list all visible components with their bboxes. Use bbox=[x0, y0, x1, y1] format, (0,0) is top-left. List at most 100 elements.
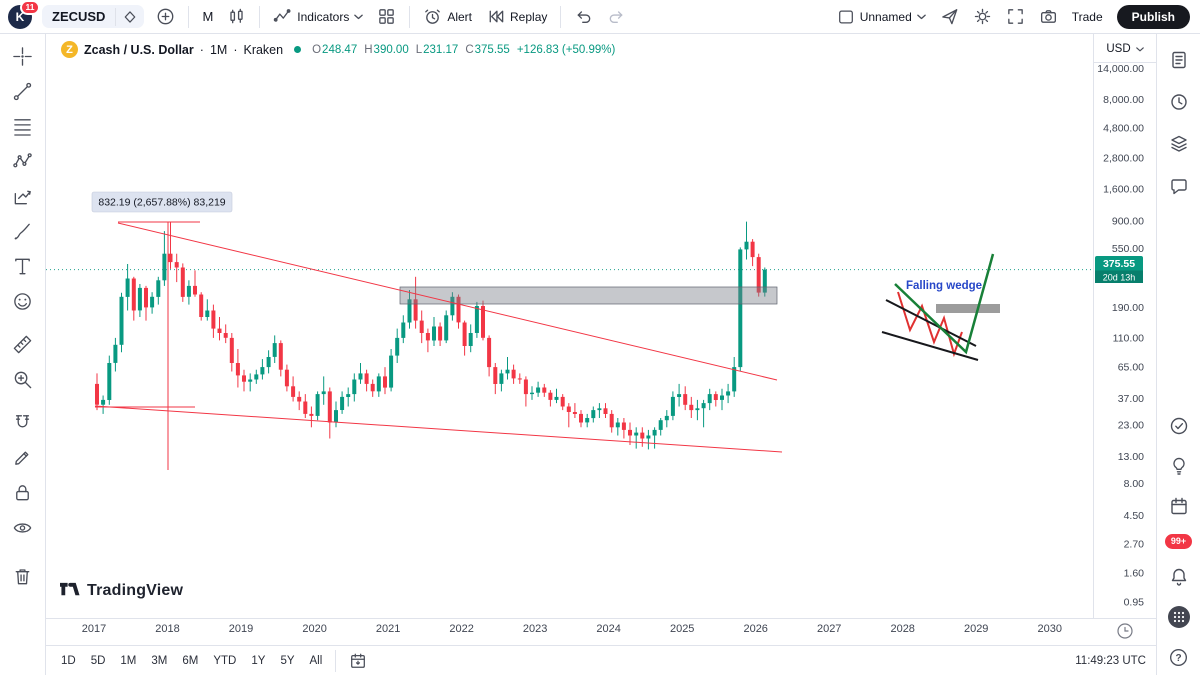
lock-drawings-tool[interactable] bbox=[7, 480, 39, 504]
price-range-drawing[interactable] bbox=[95, 221, 200, 470]
svg-text:110.00: 110.00 bbox=[1113, 332, 1144, 344]
magnet-icon bbox=[15, 414, 30, 427]
redo-button[interactable] bbox=[601, 4, 632, 29]
alert-button[interactable]: Alert bbox=[417, 4, 478, 29]
svg-text:37.00: 37.00 bbox=[1118, 393, 1144, 405]
chat-panel-button[interactable] bbox=[1163, 174, 1195, 198]
separator-dot: · bbox=[233, 42, 238, 57]
magnet-tool[interactable] bbox=[7, 410, 39, 434]
resistance-box-drawing[interactable] bbox=[399, 286, 778, 305]
alerts-panel-button[interactable] bbox=[1163, 90, 1195, 114]
symbol-exchange[interactable]: Kraken bbox=[243, 42, 284, 57]
watchlist-panel-button[interactable] bbox=[1163, 48, 1195, 72]
edit-drawings-tool[interactable] bbox=[7, 445, 39, 469]
range-1y-button[interactable]: 1Y bbox=[244, 653, 272, 669]
symbol-name[interactable]: ZECUSD bbox=[52, 9, 106, 24]
brush-tool[interactable] bbox=[7, 219, 39, 243]
date-range-buttons: 1D 5D 1M 3M 6M YTD 1Y 5Y All bbox=[54, 653, 329, 669]
notifications-count-badge[interactable]: 99+ bbox=[1164, 534, 1193, 549]
fullscreen-button[interactable] bbox=[1000, 4, 1031, 29]
upper-trendline-drawing[interactable] bbox=[117, 222, 778, 381]
svg-text:550.00: 550.00 bbox=[1112, 243, 1144, 255]
range-6m-button[interactable]: 6M bbox=[175, 653, 205, 669]
indicators-button[interactable]: Indicators bbox=[267, 4, 369, 29]
chart-type-button[interactable] bbox=[221, 4, 252, 29]
right-rail-top-group bbox=[1163, 48, 1195, 198]
fib-retracement-tool[interactable] bbox=[7, 114, 39, 138]
help-button[interactable]: ? bbox=[1163, 645, 1195, 669]
gear-icon bbox=[974, 8, 990, 25]
svg-text:2025: 2025 bbox=[670, 623, 694, 635]
text-icon bbox=[15, 258, 30, 274]
range-all-button[interactable]: All bbox=[303, 653, 330, 669]
trade-button[interactable]: Trade bbox=[1066, 7, 1109, 27]
emoji-tool[interactable] bbox=[7, 289, 39, 313]
svg-text:8.00: 8.00 bbox=[1124, 478, 1145, 490]
lower-trendline-drawing[interactable] bbox=[94, 405, 783, 453]
remove-drawings-tool[interactable] bbox=[7, 564, 39, 588]
text-tool[interactable] bbox=[7, 254, 39, 278]
symbol-interval[interactable]: 1M bbox=[209, 42, 228, 57]
screenshot-button[interactable] bbox=[1033, 4, 1064, 29]
symbol-search-button[interactable]: ZECUSD bbox=[42, 5, 145, 28]
layout-button[interactable]: Unnamed bbox=[831, 5, 932, 29]
svg-text:2020: 2020 bbox=[302, 623, 326, 635]
grid-templates-icon bbox=[379, 9, 395, 24]
range-1d-button[interactable]: 1D bbox=[54, 653, 83, 669]
svg-text:1.60: 1.60 bbox=[1124, 568, 1145, 580]
price-axis-labels[interactable]: 14,000.00 8,000.00 4,800.00 2,800.00 1,600.0… bbox=[1097, 63, 1144, 609]
settings-button[interactable] bbox=[967, 4, 998, 29]
quick-search-button[interactable] bbox=[934, 4, 965, 29]
screener-button[interactable] bbox=[1163, 414, 1195, 438]
object-tree-button[interactable] bbox=[1163, 132, 1195, 156]
indicator-templates-button[interactable] bbox=[371, 4, 402, 29]
price-chart[interactable]: 832.19 (2,657.88%) 83,219 Falling wedge … bbox=[46, 34, 1156, 645]
publish-button[interactable]: Publish bbox=[1116, 4, 1190, 29]
watchlist-icon bbox=[1171, 51, 1186, 69]
measure-tool[interactable] bbox=[7, 332, 39, 356]
range-measurement-label[interactable]: 832.19 (2,657.88%) 83,219 bbox=[91, 191, 233, 213]
time-axis-labels[interactable]: 2017 2018 2019 2020 2021 2022 2023 2024 2025 2026… bbox=[82, 623, 1062, 635]
user-avatar[interactable]: K 11 bbox=[8, 0, 40, 29]
all-apps-button[interactable] bbox=[1163, 605, 1195, 629]
go-to-date-button[interactable] bbox=[342, 649, 374, 673]
range-5y-button[interactable]: 5Y bbox=[273, 653, 301, 669]
range-1m-button[interactable]: 1M bbox=[113, 653, 143, 669]
compare-add-button[interactable] bbox=[150, 4, 181, 29]
calendar-button[interactable] bbox=[1163, 494, 1195, 518]
trend-line-tool[interactable] bbox=[7, 79, 39, 103]
ideas-button[interactable] bbox=[1163, 454, 1195, 478]
range-3m-button[interactable]: 3M bbox=[144, 653, 174, 669]
svg-text:13.00: 13.00 bbox=[1118, 451, 1144, 463]
lock-icon bbox=[16, 484, 29, 500]
wedge-breakout-line bbox=[894, 253, 995, 355]
currency-select[interactable]: USD bbox=[1097, 39, 1153, 59]
toolbar-divider bbox=[560, 5, 562, 28]
indicators-icon bbox=[274, 9, 291, 22]
falling-wedge-illustration[interactable]: Falling wedge bbox=[881, 253, 1000, 361]
symbol-title[interactable]: Zcash / U.S. Dollar bbox=[84, 42, 194, 57]
go-to-date-icon bbox=[351, 653, 366, 668]
svg-text:2018: 2018 bbox=[155, 623, 179, 635]
projection-tool[interactable] bbox=[7, 184, 39, 208]
flag-icon[interactable] bbox=[116, 6, 144, 28]
high-label: H bbox=[364, 43, 373, 56]
replay-button[interactable]: Replay bbox=[480, 4, 553, 29]
hide-drawings-tool[interactable] bbox=[7, 515, 39, 539]
zoom-in-tool[interactable] bbox=[7, 367, 39, 391]
pattern-tool[interactable] bbox=[7, 149, 39, 173]
crosshair-icon bbox=[13, 46, 32, 66]
zcash-logo-icon: Z bbox=[61, 41, 78, 58]
svg-text:2017: 2017 bbox=[82, 623, 106, 635]
timezone-clock-icon[interactable] bbox=[1117, 623, 1133, 639]
cursor-crosshair-tool[interactable] bbox=[7, 44, 39, 68]
range-5d-button[interactable]: 5D bbox=[84, 653, 113, 669]
range-ytd-button[interactable]: YTD bbox=[206, 653, 243, 669]
svg-text:2024: 2024 bbox=[596, 623, 620, 635]
interval-button[interactable]: M bbox=[196, 6, 219, 27]
svg-text:2026: 2026 bbox=[743, 623, 767, 635]
undo-button[interactable] bbox=[568, 4, 599, 29]
utc-clock[interactable]: 11:49:23 UTC bbox=[1075, 654, 1146, 667]
toolbar-divider bbox=[259, 5, 261, 28]
notifications-button[interactable] bbox=[1163, 565, 1195, 589]
